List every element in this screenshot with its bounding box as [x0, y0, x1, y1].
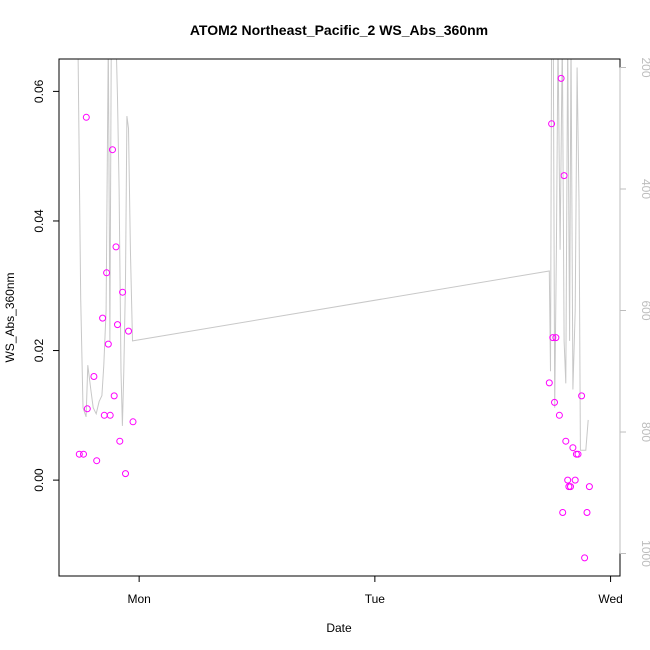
y-tick-label: 0.02 [32, 339, 46, 363]
data-point [545, 379, 553, 387]
data-point [129, 418, 137, 426]
data-point [562, 437, 570, 445]
data-point [116, 437, 124, 445]
data-point [109, 146, 116, 154]
data-point [90, 373, 98, 380]
data-point [119, 288, 127, 296]
data-point [82, 113, 90, 121]
data-point [585, 483, 593, 491]
y-axis-left: 0.00 0.02 0.04 0.06 [32, 79, 60, 492]
data-point [75, 450, 83, 458]
y-axis-label: WS_Abs_360nm [3, 272, 17, 362]
data-point [110, 392, 118, 400]
chart-title: ATOM2 Northeast_Pacific_2 WS_Abs_360nm [190, 22, 488, 38]
data-point [549, 334, 557, 342]
data-point [80, 450, 87, 458]
data-point [583, 509, 591, 516]
data-point [99, 314, 107, 322]
data-point [555, 411, 563, 419]
data-point [581, 554, 589, 562]
y-axis-right: 200 400 600 800 1000 [619, 57, 650, 567]
data-point [559, 509, 567, 516]
data-point [551, 398, 558, 406]
y-tick-label: 0.00 [32, 468, 46, 492]
data-point [571, 476, 579, 484]
x-tick-label: Wed [598, 592, 622, 606]
data-point [112, 243, 120, 251]
plot-area [75, 59, 593, 562]
y-right-tick-label: 400 [639, 179, 650, 199]
y-tick-label: 0.06 [32, 79, 46, 103]
y-right-tick-label: 600 [639, 300, 650, 320]
y-right-tick-label: 800 [639, 422, 650, 442]
data-point [122, 470, 129, 478]
data-point [83, 405, 91, 413]
x-tick-label: Mon [127, 592, 150, 606]
data-point [569, 444, 577, 452]
data-point [93, 457, 101, 465]
x-axis: Mon Tue Wed [127, 575, 623, 606]
depth-line [77, 59, 589, 451]
data-point [560, 172, 568, 180]
data-point [564, 476, 572, 484]
data-point [114, 321, 121, 329]
y-right-tick-label: 1000 [639, 540, 650, 567]
data-point [104, 340, 112, 348]
plot-frame [58, 58, 621, 577]
data-point [103, 269, 111, 277]
data-point [100, 411, 108, 419]
data-point [578, 392, 586, 400]
data-point [557, 74, 565, 82]
data-point [552, 334, 560, 342]
data-point [125, 327, 132, 335]
y-tick-label: 0.04 [32, 209, 46, 233]
data-point [574, 450, 582, 458]
data-point [106, 411, 114, 419]
data-point [548, 120, 556, 128]
x-axis-label: Date [326, 621, 352, 635]
y-right-tick-label: 200 [639, 57, 650, 77]
x-tick-label: Tue [365, 592, 386, 606]
data-point [567, 483, 574, 491]
